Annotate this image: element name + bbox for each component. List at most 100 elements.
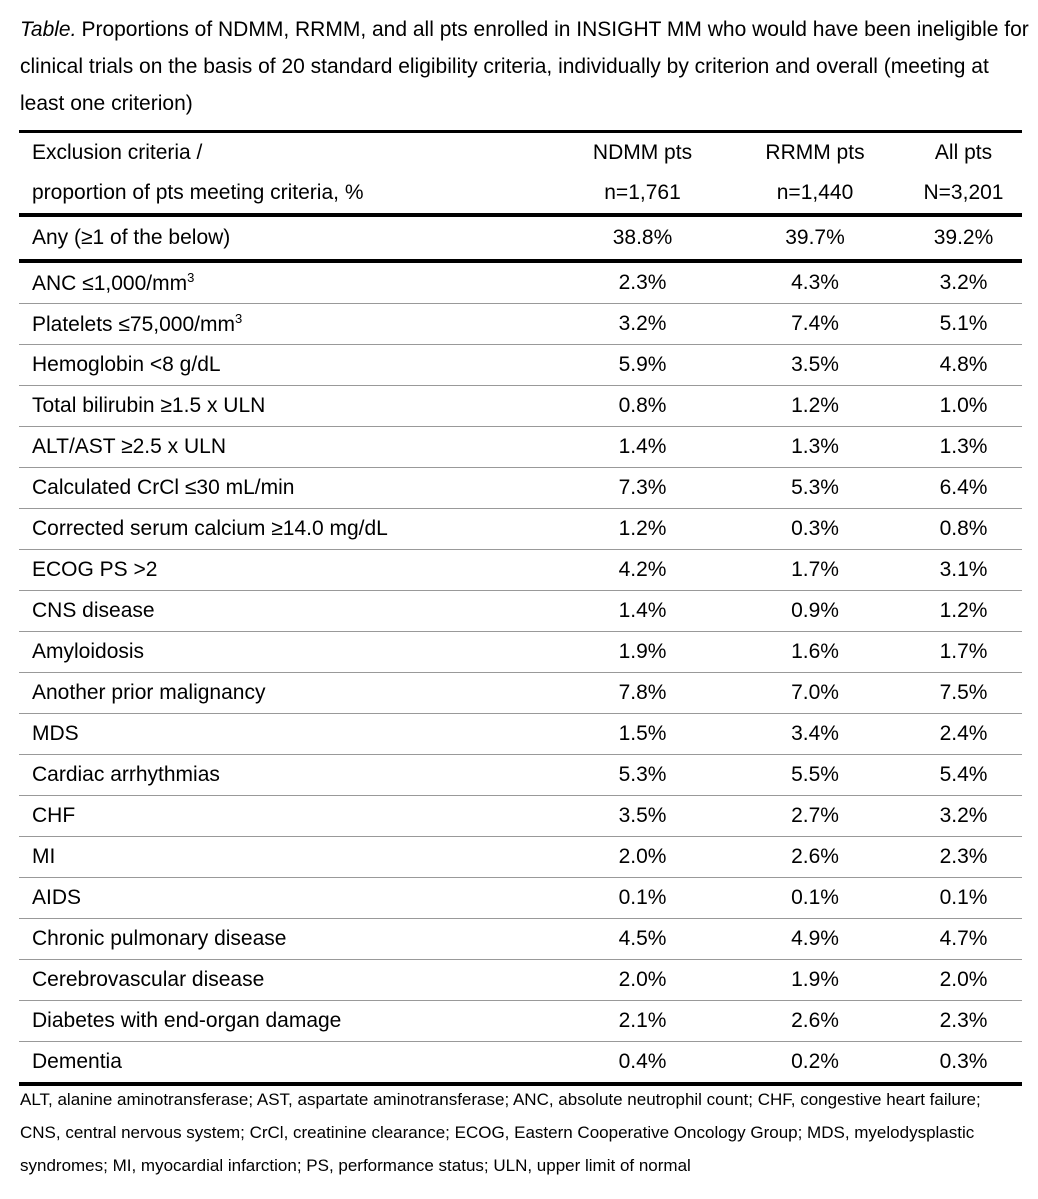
cell: 1.0% (905, 385, 1022, 427)
row-label-text: Corrected serum calcium ≥14.0 mg/dL (32, 517, 388, 540)
cell: 1.5% (560, 713, 725, 755)
cell: 5.9% (560, 344, 725, 386)
cell: 3.2% (560, 303, 725, 345)
cell: 7.4% (725, 303, 905, 345)
row-label: Amyloidosis (19, 631, 560, 673)
cell: 0.1% (725, 877, 905, 919)
row-label-text: AIDS (32, 886, 82, 909)
row-label-text: Cerebrovascular disease (32, 968, 265, 991)
row-label: CNS disease (19, 590, 560, 632)
row-label-text: Chronic pulmonary disease (32, 927, 287, 950)
cell: 5.4% (905, 754, 1022, 796)
header-cell: N=3,201 (905, 173, 1022, 217)
row-label-text: Total bilirubin ≥1.5 x ULN (32, 394, 266, 417)
data-row: Dementia 0.4% 0.2% 0.3% (19, 1041, 1022, 1086)
cell: 4.2% (560, 549, 725, 591)
cell: 2.6% (725, 836, 905, 878)
cell: 0.9% (725, 590, 905, 632)
footnote: ALT, alanine aminotransferase; AST, aspa… (20, 1090, 981, 1175)
superscript: 3 (234, 311, 243, 326)
cell: 4.9% (725, 918, 905, 960)
row-label: Dementia (19, 1041, 560, 1086)
row-label-text: CNS disease (32, 599, 155, 622)
cell: 2.0% (560, 959, 725, 1001)
data-row: ECOG PS >2 4.2% 1.7% 3.1% (19, 549, 1022, 591)
cell: 3.5% (560, 795, 725, 837)
row-label-text: CHF (32, 804, 76, 827)
row-label: ANC ≤1,000/mm3 (19, 261, 560, 304)
cell: 0.1% (560, 877, 725, 919)
cell: 2.4% (905, 713, 1022, 755)
row-label: AIDS (19, 877, 560, 919)
cell: 3.4% (725, 713, 905, 755)
summary-row: Any (≥1 of the below) 38.8% 39.7% 39.2% (19, 215, 1022, 263)
cell: 3.2% (905, 795, 1022, 837)
row-label-text: Amyloidosis (32, 640, 145, 663)
data-row: ANC ≤1,000/mm3 2.3% 4.3% 3.2% (19, 261, 1022, 304)
row-label: Chronic pulmonary disease (19, 918, 560, 960)
cell: 2.7% (725, 795, 905, 837)
data-row: AIDS 0.1% 0.1% 0.1% (19, 877, 1022, 919)
data-row: CHF 3.5% 2.7% 3.2% (19, 795, 1022, 837)
data-row: Another prior malignancy 7.8% 7.0% 7.5% (19, 672, 1022, 714)
caption-text: Proportions of NDMM, RRMM, and all pts e… (20, 18, 1029, 115)
cell: 7.3% (560, 467, 725, 509)
cell: 2.3% (905, 1000, 1022, 1042)
cell: 6.4% (905, 467, 1022, 509)
cell: 1.4% (560, 590, 725, 632)
cell: 2.1% (560, 1000, 725, 1042)
row-label-text: MDS (32, 722, 79, 745)
row-label-text: Platelets ≤75,000/mm (32, 313, 235, 336)
cell: 0.8% (905, 508, 1022, 550)
data-row: Diabetes with end-organ damage 2.1% 2.6% 2.… (19, 1000, 1022, 1042)
superscript: 3 (187, 270, 195, 285)
cell: 1.6% (725, 631, 905, 673)
cell: 2.3% (560, 261, 725, 304)
cell: 3.5% (725, 344, 905, 386)
cell: 0.1% (905, 877, 1022, 919)
row-label-text: MI (32, 845, 56, 868)
cell: 2.0% (905, 959, 1022, 1001)
data-row: MI 2.0% 2.6% 2.3% (19, 836, 1022, 878)
cell: 7.8% (560, 672, 725, 714)
data-row: Cerebrovascular disease 2.0% 1.9% 2.0% (19, 959, 1022, 1001)
row-label: Another prior malignancy (19, 672, 560, 714)
data-row: Chronic pulmonary disease 4.5% 4.9% 4.7% (19, 918, 1022, 960)
cell: 38.8% (560, 215, 725, 263)
row-label-text: ANC ≤1,000/mm (32, 272, 188, 295)
header-row: Exclusion criteria / NDMM pts RRMM pts All … (19, 130, 1022, 173)
data-row: Corrected serum calcium ≥14.0 mg/dL 1.2% 0… (19, 508, 1022, 550)
row-label-text: Cardiac arrhythmias (32, 763, 220, 786)
cell: 5.5% (725, 754, 905, 796)
data-row: Platelets ≤75,000/mm3 3.2% 7.4% 5.1% (19, 303, 1022, 345)
row-label: Cardiac arrhythmias (19, 754, 560, 796)
data-row: Calculated CrCl ≤30 mL/min 7.3% 5.3% 6.4% (19, 467, 1022, 509)
data-row: Hemoglobin <8 g/dL 5.9% 3.5% 4.8% (19, 344, 1022, 386)
header-row: proportion of pts meeting criteria, % n=1… (19, 173, 1022, 217)
header-cell: Exclusion criteria / (19, 130, 560, 173)
cell: 4.7% (905, 918, 1022, 960)
cell: 2.6% (725, 1000, 905, 1042)
data-row: MDS 1.5% 3.4% 2.4% (19, 713, 1022, 755)
header-cell: n=1,761 (560, 173, 725, 217)
caption-label: Table. (20, 18, 77, 41)
data-row: Total bilirubin ≥1.5 x ULN 0.8% 1.2% 1.0% (19, 385, 1022, 427)
row-label: ALT/AST ≥2.5 x ULN (19, 426, 560, 468)
row-label-text: Calculated CrCl ≤30 mL/min (32, 476, 295, 499)
row-label: Total bilirubin ≥1.5 x ULN (19, 385, 560, 427)
cell: 1.2% (560, 508, 725, 550)
row-label: CHF (19, 795, 560, 837)
cell: 5.3% (725, 467, 905, 509)
row-label-text: Dementia (32, 1050, 122, 1073)
cell: 7.0% (725, 672, 905, 714)
cell: 0.2% (725, 1041, 905, 1086)
cell: 0.8% (560, 385, 725, 427)
row-label: Cerebrovascular disease (19, 959, 560, 1001)
cell: 3.1% (905, 549, 1022, 591)
cell: 0.3% (905, 1041, 1022, 1086)
row-label: Hemoglobin <8 g/dL (19, 344, 560, 386)
header-cell: n=1,440 (725, 173, 905, 217)
header-cell: NDMM pts (560, 130, 725, 173)
cell: 4.5% (560, 918, 725, 960)
